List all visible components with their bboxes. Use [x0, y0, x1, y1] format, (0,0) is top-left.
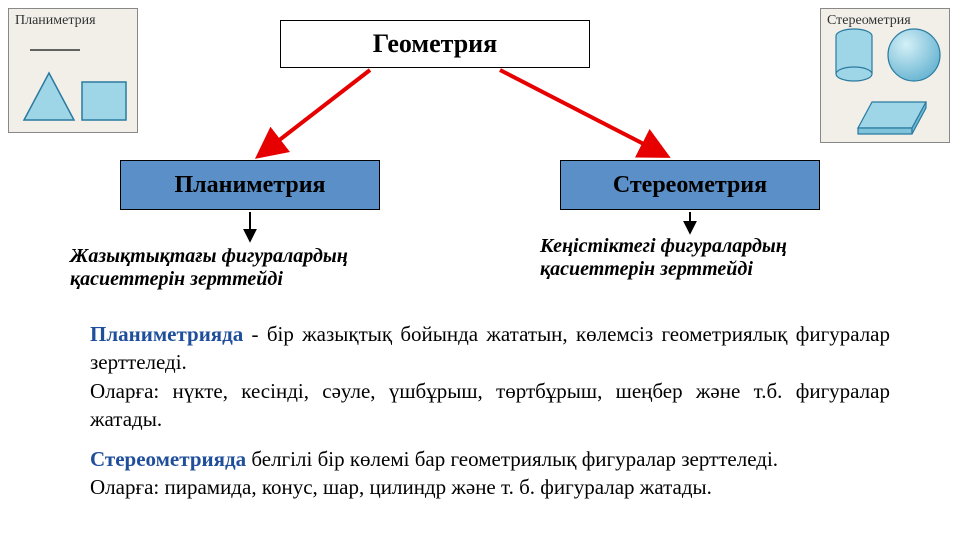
planimetry-card-title: Планиметрия — [15, 13, 131, 29]
branch-planimetry-text: Планиметрия — [174, 172, 325, 199]
planimetry-desc: Жазықтықтағы фигуралардың қасиеттерін зе… — [70, 245, 400, 291]
branch-planimetry: Планиметрия — [120, 160, 380, 210]
stereometry-card-title: Стереометрия — [827, 13, 943, 29]
planimetry-paragraph: Планиметрияда - бір жазықтық бойында жат… — [90, 320, 890, 433]
branch-stereometry: Стереометрия — [560, 160, 820, 210]
stereometry-desc: Кеңістіктегі фигуралардың қасиеттерін зе… — [540, 235, 880, 281]
main-title-box: Геометрия — [280, 20, 590, 68]
planimetry-card: Планиметрия — [8, 8, 138, 133]
stereometry-paragraph: Стереометрияда белгілі бір көлемі бар ге… — [90, 445, 890, 502]
arrow-red-right — [500, 70, 665, 155]
stereometry-card: Стереометрия — [820, 8, 950, 143]
stereometry-lead: Стереометрияда — [90, 447, 246, 471]
main-title-text: Геометрия — [373, 29, 497, 59]
arrow-red-left — [260, 70, 370, 155]
planimetry-line2: Оларға: нүкте, кесінді, сәуле, үшбұрыш, … — [90, 379, 890, 431]
planimetry-lead: Планиметрияда — [90, 322, 243, 346]
branch-stereometry-text: Стереометрия — [613, 172, 767, 199]
stereometry-line2: Оларға: пирамида, конус, шар, цилиндр жә… — [90, 475, 712, 499]
stereometry-rest: белгілі бір көлемі бар геометриялық фигу… — [246, 447, 778, 471]
